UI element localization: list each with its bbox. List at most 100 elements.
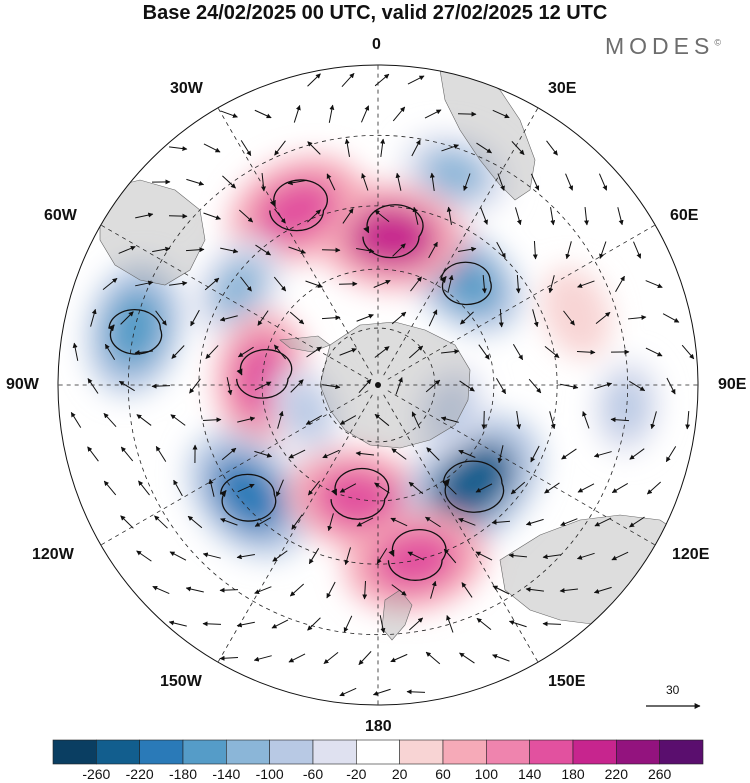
wind-arrow	[478, 344, 490, 360]
meridian-line	[383, 394, 539, 663]
wind-arrow	[429, 172, 435, 191]
wind-arrow	[576, 349, 596, 355]
label-lon-0: 0	[372, 36, 381, 53]
colorbar-bin	[399, 739, 444, 765]
wind-arrow	[410, 276, 422, 292]
wind-arrow	[615, 275, 625, 293]
colorbar-tick-label: -220	[125, 766, 154, 782]
brand-logo: MODES©	[605, 33, 721, 60]
wind-arrow	[565, 173, 574, 191]
wind-arrow	[407, 551, 425, 561]
wind-arrow	[376, 548, 388, 565]
colorbar-tick-label: 220	[604, 766, 629, 782]
wind-arrow	[457, 111, 477, 117]
wind-arrow	[170, 414, 186, 426]
meridian-line	[383, 107, 539, 376]
wind-arrow	[681, 344, 695, 360]
wind-arrow	[306, 346, 322, 358]
colorbar-bin	[139, 739, 184, 765]
wind-arrow	[424, 109, 442, 119]
colorbar-bin	[529, 739, 574, 765]
colorbar-bin	[616, 739, 660, 765]
wind-arrow	[361, 173, 369, 191]
wind-arrow	[355, 451, 375, 456]
wind-arrow	[481, 410, 487, 430]
wind-arrow	[240, 276, 252, 292]
wind-arrow	[498, 308, 504, 328]
wind-arrow	[87, 446, 99, 462]
wind-arrow	[273, 276, 287, 292]
wind-arrow	[645, 347, 663, 357]
brand-text: MODES	[605, 33, 715, 59]
meridian-line	[100, 390, 369, 546]
anomaly-core	[211, 455, 284, 534]
map-title: Base 24/02/2025 00 UTC, valid 27/02/2025…	[142, 2, 608, 24]
wind-arrow	[274, 140, 286, 156]
wind-arrow	[425, 379, 441, 393]
wind-arrow	[220, 247, 239, 254]
wind-arrow	[594, 382, 613, 390]
wind-arrow	[593, 451, 612, 458]
label-lon-90w: 90W	[6, 376, 39, 393]
circulation-loop	[108, 308, 163, 355]
wind-arrow	[291, 514, 303, 530]
wind-arrow	[308, 548, 320, 565]
wind-arrow	[515, 274, 521, 294]
colorbar-tick-label: 140	[517, 766, 542, 782]
circulation-loop	[387, 528, 447, 581]
circulation-loop	[362, 204, 424, 259]
wind-arrow	[343, 615, 353, 633]
wind-arrow	[237, 346, 254, 358]
brand-copyright: ©	[714, 37, 721, 48]
wind-arrow	[271, 619, 289, 629]
wind-arrow	[237, 483, 255, 493]
wind-arrow	[257, 310, 269, 326]
wind-arrow	[595, 311, 611, 325]
wind-arrow	[374, 73, 390, 87]
wind-arrow	[516, 411, 522, 430]
wind-arrow	[151, 383, 171, 389]
wind-arrow	[255, 244, 271, 256]
wind-arrow	[358, 378, 372, 394]
wind-arrow	[583, 206, 589, 226]
wind-arrow	[532, 240, 538, 260]
wind-arrow	[136, 550, 152, 562]
wind-arrow	[344, 138, 350, 157]
label-lon-30e: 30E	[548, 80, 577, 97]
wind-arrow	[390, 517, 408, 527]
wind-arrow	[629, 516, 645, 528]
circulation-loop	[269, 179, 328, 232]
wind-arrow	[118, 380, 135, 392]
wind-arrow	[254, 450, 273, 458]
wind-arrow	[102, 277, 118, 291]
label-lon-120w: 120W	[32, 546, 74, 563]
colorbar-tick-label: -180	[168, 766, 198, 782]
wind-arrow	[208, 478, 215, 497]
wind-arrow	[321, 315, 341, 321]
label-lon-60w: 60W	[44, 207, 77, 224]
wind-arrow	[138, 480, 150, 496]
wind-arrow	[447, 274, 454, 293]
wind-arrow	[512, 344, 524, 361]
wind-arrow	[508, 553, 528, 559]
anomaly-core	[255, 177, 339, 244]
wind-arrow	[495, 377, 507, 395]
wind-arrow	[275, 479, 284, 497]
wind-arrow	[685, 410, 691, 430]
wind-arrow	[254, 381, 272, 391]
wind-arrow	[373, 279, 391, 288]
anomaly-core	[211, 256, 266, 318]
wind-arrow	[463, 173, 471, 191]
wind-arrow	[528, 378, 542, 394]
wind-arrow	[593, 586, 612, 594]
wind-arrow	[277, 410, 284, 429]
meridian-line	[387, 224, 656, 380]
wind-arrow	[120, 446, 134, 462]
wind-arrow	[374, 482, 390, 494]
circulation-loop	[236, 349, 293, 399]
wind-arrow	[374, 210, 390, 222]
graticule	[58, 65, 698, 705]
wind-arrow	[561, 448, 577, 460]
meridian-line	[387, 390, 656, 546]
wind-arrow	[202, 552, 221, 559]
